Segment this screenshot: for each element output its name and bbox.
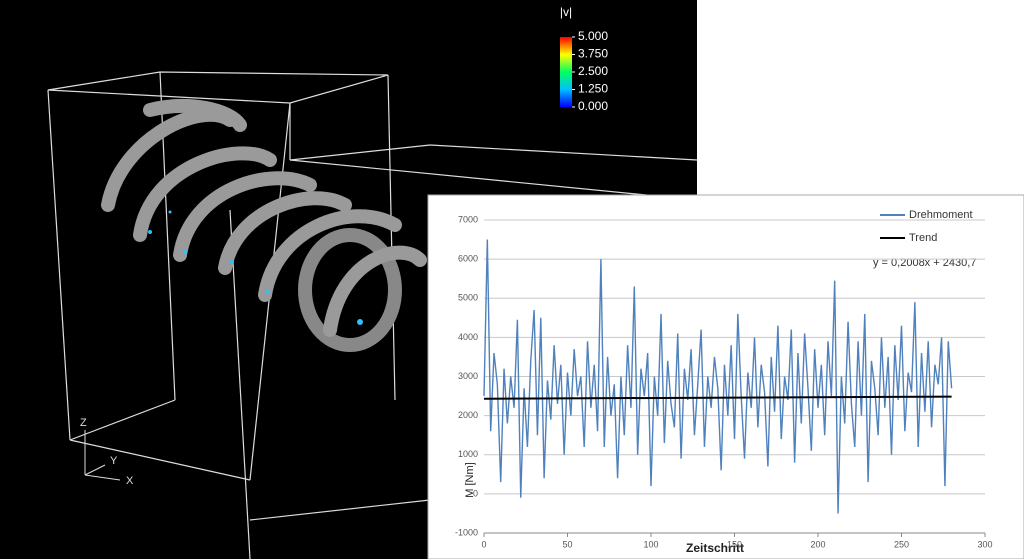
x-tick-label: 200: [810, 539, 825, 549]
x-tick-label: 0: [481, 539, 486, 549]
x-axis-label: Zeitschritt: [686, 541, 744, 555]
x-tick-label: 100: [643, 539, 658, 549]
y-tick-label: 0: [473, 488, 478, 498]
y-tick-label: 4000: [458, 332, 478, 342]
y-tick-label: 5000: [458, 293, 478, 303]
colorbar-tick-label: 0.000: [578, 99, 608, 113]
screw: [101, 98, 427, 352]
data-line: [483, 239, 953, 514]
colorbar-title: |v|: [560, 5, 572, 19]
axis-triad: [84, 430, 121, 481]
y-tick-label: 6000: [458, 254, 478, 264]
legend-label: Trend: [909, 232, 937, 244]
y-tick-label: 2000: [458, 410, 478, 420]
colorbar-tick-label: 2.500: [578, 64, 608, 78]
colorbar: [560, 37, 572, 107]
trend-equation: y = 0,2008x + 2430,7: [873, 257, 976, 269]
colorbar-tick-label: 1.250: [578, 82, 608, 96]
y-tick-label: 1000: [458, 449, 478, 459]
particles: [148, 210, 363, 325]
axis-label: X: [126, 475, 134, 487]
axis-label: Z: [80, 417, 87, 429]
colorbar-tick-label: 3.750: [578, 47, 608, 61]
axis-label: Y: [110, 455, 118, 467]
y-axis-label: M [Nm]: [464, 462, 476, 497]
legend-label: Drehmoment: [909, 209, 973, 221]
colorbar-tick-label: 5.000: [578, 29, 608, 43]
x-tick-label: 250: [894, 539, 909, 549]
x-tick-label: 300: [977, 539, 992, 549]
x-tick-label: 50: [562, 539, 572, 549]
y-tick-label: -1000: [455, 527, 478, 537]
data-line: [483, 395, 952, 400]
y-tick-label: 3000: [458, 371, 478, 381]
x-tick-label: 150: [727, 539, 742, 549]
y-tick-label: 7000: [458, 214, 478, 224]
